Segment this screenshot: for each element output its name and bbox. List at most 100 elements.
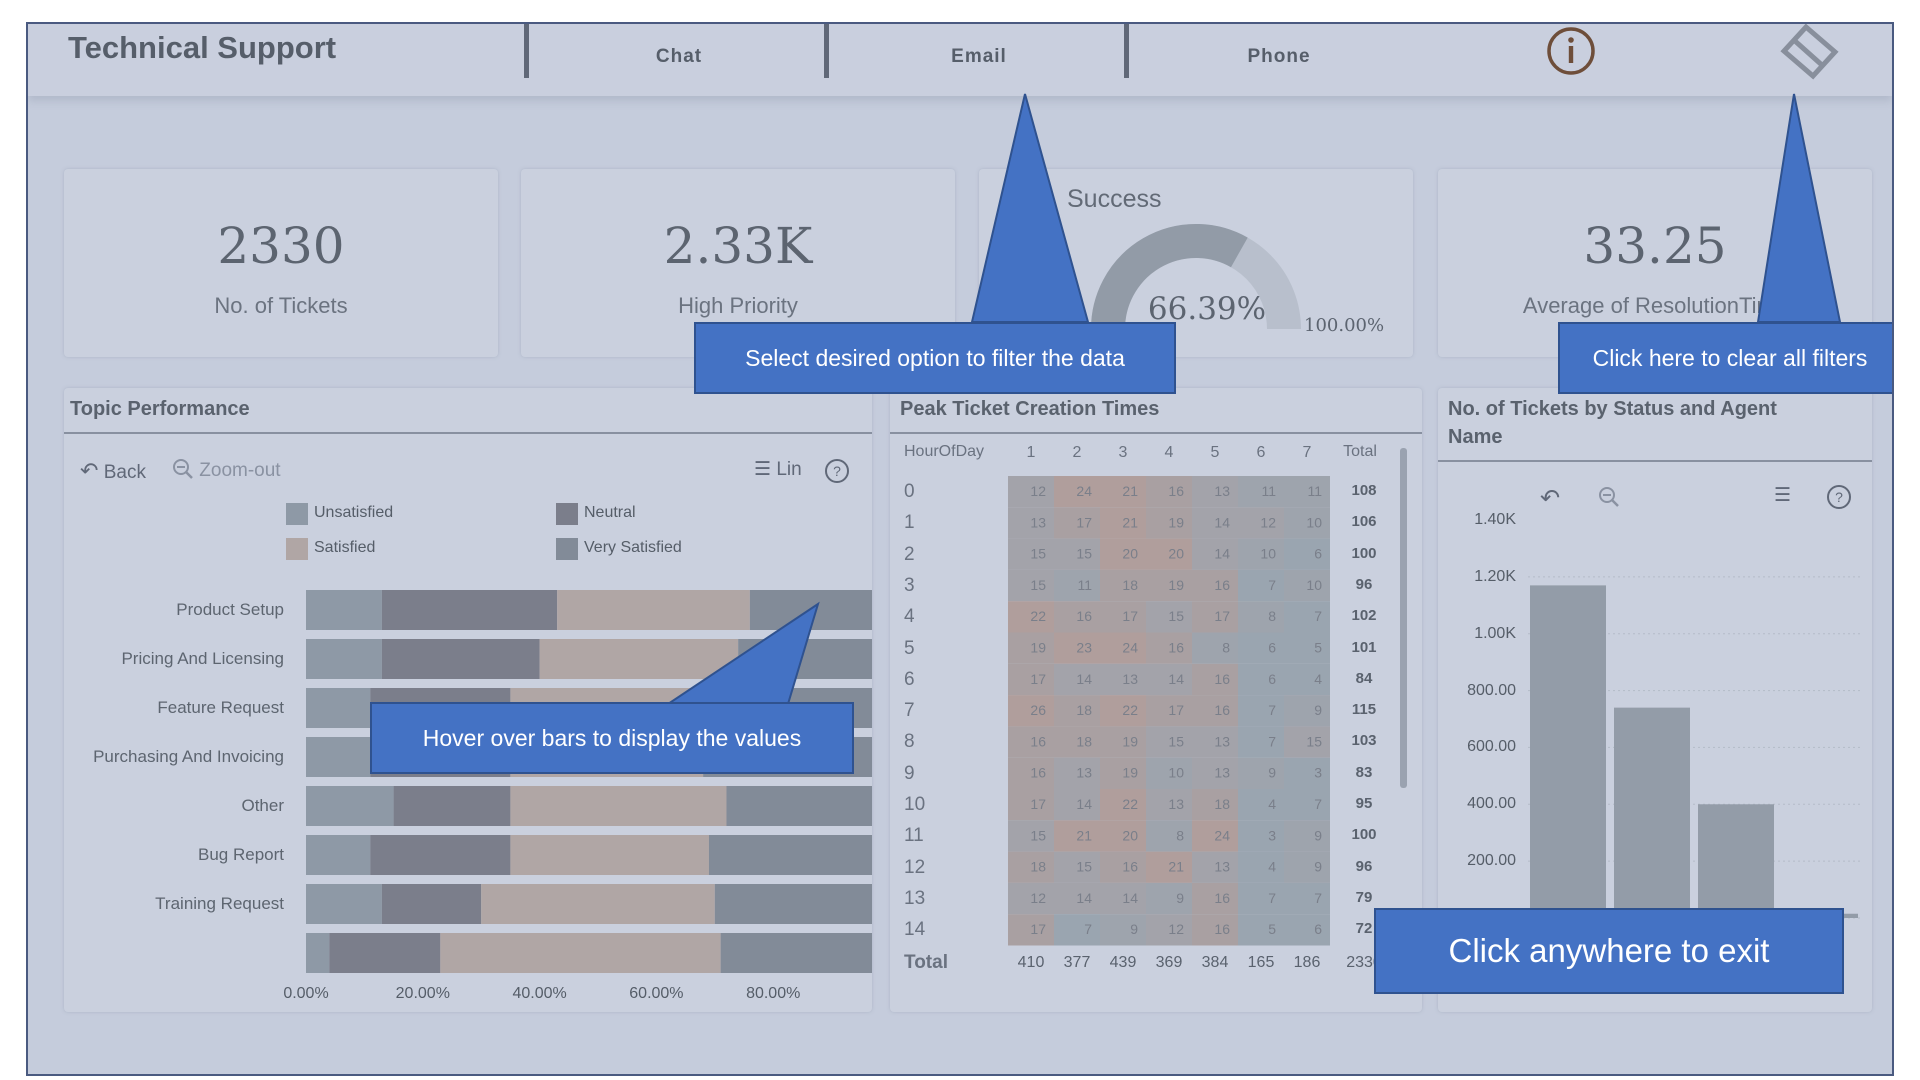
zoom-out-button[interactable]: Zoom-out [172,458,281,482]
bar-segment[interactable] [393,786,511,826]
status-bar-chart[interactable] [1438,388,1872,1012]
callout-exit-hint[interactable]: Click anywhere to exit [1374,908,1844,994]
heatmap-cell[interactable] [1284,663,1330,696]
heatmap-cell[interactable] [1100,726,1146,758]
heatmap-cell[interactable] [1008,476,1054,508]
heatmap-cell[interactable] [1008,914,1054,946]
heatmap-cell[interactable] [1284,695,1330,727]
heatmap-cell[interactable] [1238,632,1284,664]
heatmap-cell[interactable] [1146,914,1192,946]
bar-segment[interactable] [557,590,750,630]
heatmap-cell[interactable] [1054,569,1100,602]
heatmap-cell[interactable] [1192,726,1238,758]
heatmap-cell[interactable] [1238,695,1284,727]
heatmap-cell[interactable] [1054,476,1100,508]
heatmap-cell[interactable] [1008,695,1054,727]
heatmap-cell[interactable] [1100,476,1146,508]
bar-segment[interactable] [306,884,382,924]
heatmap-cell[interactable] [1192,695,1238,727]
heatmap-cell[interactable] [1284,914,1330,946]
bar-segment[interactable] [481,884,715,924]
heatmap-cell[interactable] [1284,632,1330,664]
heatmap-cell[interactable] [1284,538,1330,570]
heatmap-cell[interactable] [1008,632,1054,664]
heatmap-cell[interactable] [1008,538,1054,570]
legend-toggle-button[interactable]: ☰ [1774,484,1791,507]
heatmap-cell[interactable] [1146,601,1192,633]
heatmap-cell[interactable] [1100,882,1146,915]
bar-segment[interactable] [306,688,371,728]
bar-segment[interactable] [306,933,330,973]
heatmap-cell[interactable] [1100,789,1146,821]
legend-toggle-button[interactable]: ☰ Lin [754,458,802,481]
heatmap-cell[interactable] [1192,757,1238,789]
heatmap-cell[interactable] [1100,507,1146,539]
heatmap-cell[interactable] [1238,820,1284,852]
heatmap-cell[interactable] [1054,695,1100,727]
heatmap-cell[interactable] [1008,820,1054,852]
heatmap-cell[interactable] [1100,663,1146,696]
heatmap-cell[interactable] [1238,538,1284,570]
heatmap-cell[interactable] [1146,507,1192,539]
heatmap-cell[interactable] [1238,757,1284,789]
heatmap-cell[interactable] [1238,601,1284,633]
bar-segment[interactable] [749,590,872,630]
zoom-out-button[interactable] [1598,486,1620,514]
heatmap-cell[interactable] [1008,851,1054,883]
heatmap-cell[interactable] [1238,476,1284,508]
heatmap-cell[interactable] [1284,851,1330,883]
bar-segment[interactable] [306,590,382,630]
heatmap-cell[interactable] [1146,851,1192,883]
heatmap-cell[interactable] [1008,507,1054,539]
info-circle-icon[interactable] [1546,26,1596,76]
heatmap-cell[interactable] [1192,914,1238,946]
heatmap-cell[interactable] [1008,601,1054,633]
heatmap-cell[interactable] [1100,601,1146,633]
heatmap-cell[interactable] [1146,538,1192,570]
heatmap-cell[interactable] [1284,507,1330,539]
heatmap-cell[interactable] [1100,757,1146,789]
heatmap-cell[interactable] [1146,663,1192,696]
heatmap-cell[interactable] [1054,663,1100,696]
heatmap-cell[interactable] [1100,820,1146,852]
heatmap-cell[interactable] [1192,569,1238,602]
bar-segment[interactable] [306,835,371,875]
bar-segment[interactable] [381,884,482,924]
bar-segment[interactable] [539,639,739,679]
topic-stacked-bar-chart[interactable]: 0.00% 20.00% 40.00% 60.00% 80.00% [64,388,872,1012]
heatmap-cell[interactable] [1238,789,1284,821]
heatmap-cell[interactable] [1008,663,1054,696]
heatmap-cell[interactable] [1238,726,1284,758]
heatmap-cell[interactable] [1146,632,1192,664]
heatmap-cell[interactable] [1192,507,1238,539]
status-bar[interactable] [1614,707,1690,918]
heatmap-cell[interactable] [1008,789,1054,821]
heatmap-cell[interactable] [1100,632,1146,664]
heatmap-cell[interactable] [1284,757,1330,789]
heatmap-cell[interactable] [1192,538,1238,570]
heatmap-cell[interactable] [1146,476,1192,508]
heatmap-cell[interactable] [1146,882,1192,915]
heatmap-cell[interactable] [1054,820,1100,852]
back-button[interactable]: ↶ Back [80,458,146,484]
heatmap-cell[interactable] [1238,507,1284,539]
dashboard-frame[interactable]: Technical Support Chat Email Phone 2330 … [26,22,1894,1076]
heatmap-cell[interactable] [1146,757,1192,789]
heatmap-cell[interactable] [1054,632,1100,664]
heatmap-cell[interactable] [1054,757,1100,789]
heatmap-cell[interactable] [1146,726,1192,758]
tab-phone[interactable]: Phone [1124,24,1429,78]
heatmap-cell[interactable] [1146,569,1192,602]
heatmap-cell[interactable] [1054,726,1100,758]
heatmap-cell[interactable] [1192,476,1238,508]
heatmap-cell[interactable] [1192,851,1238,883]
heatmap-cell[interactable] [1238,663,1284,696]
heatmap-cell[interactable] [1008,569,1054,602]
eraser-icon[interactable] [1773,24,1839,82]
bar-segment[interactable] [306,737,371,777]
bar-segment[interactable] [381,590,558,630]
heatmap-cell[interactable] [1238,882,1284,915]
heatmap-cell[interactable] [1054,601,1100,633]
heatmap-cell[interactable] [1146,789,1192,821]
